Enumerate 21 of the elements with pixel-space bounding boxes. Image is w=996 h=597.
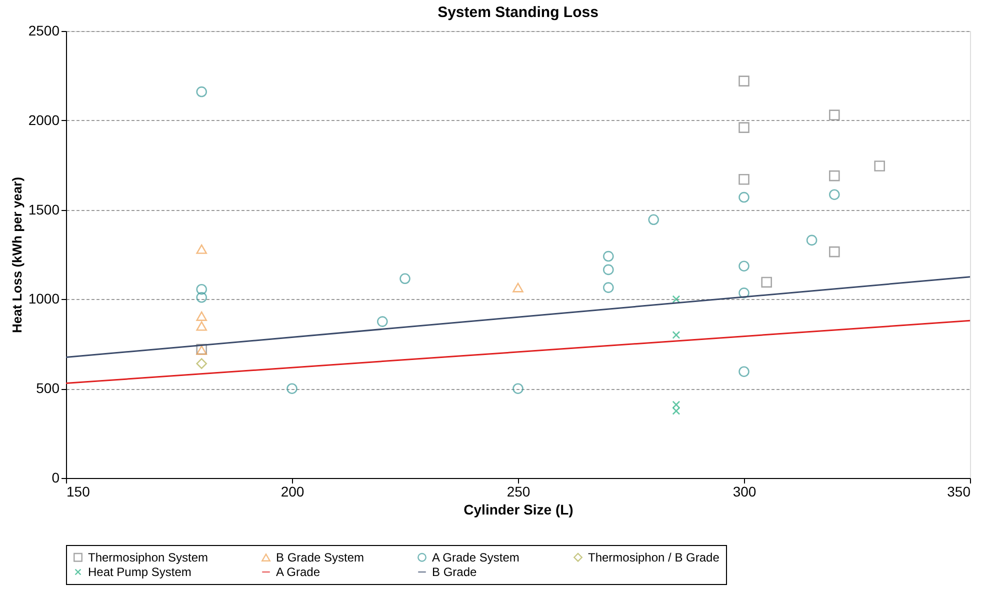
x-tick-label: 150	[66, 484, 90, 500]
x-tick-label: 350	[947, 484, 971, 500]
legend-label: Thermosiphon System	[88, 550, 208, 564]
legend-label: B Grade	[432, 565, 478, 579]
y-tick-label: 1500	[28, 201, 60, 218]
y-axis-title: Heat Loss (kWh per year)	[9, 176, 24, 334]
legend-label: Thermosiphon / B Grade	[588, 550, 720, 564]
x-tick-label: 300	[732, 484, 756, 500]
chart-title: System Standing Loss	[438, 4, 598, 21]
y-tick-label: 1000	[28, 290, 60, 307]
y-tick-label: 0	[52, 470, 60, 486]
x-tick-label: 250	[506, 484, 530, 500]
x-tick-label: 200	[280, 484, 304, 500]
legend-label: B Grade System	[276, 550, 364, 564]
y-tick-label: 2000	[28, 112, 60, 128]
legend-label: A Grade System	[432, 550, 520, 564]
x-axis-title: Cylinder Size (L)	[464, 502, 574, 518]
legend-label: A Grade	[276, 565, 320, 579]
legend-label: Heat Pump System	[88, 565, 192, 579]
y-tick-label: 500	[36, 380, 60, 396]
y-tick-label: 2500	[28, 22, 60, 38]
